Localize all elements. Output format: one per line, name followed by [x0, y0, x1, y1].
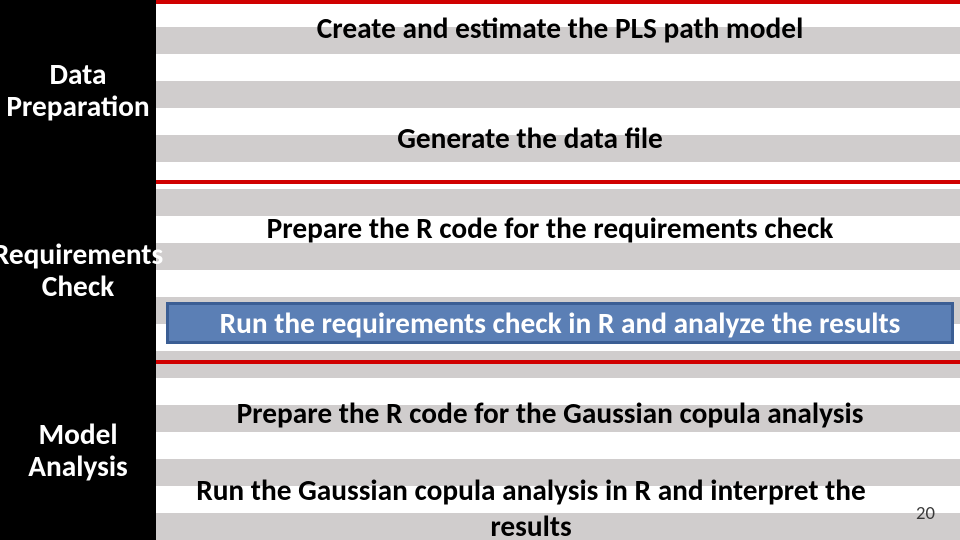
step-run-requirements-check-highlighted: Run the requirements check in R and anal…: [166, 302, 954, 344]
step-prepare-r-code-requirements: Prepare the R code for the requirements …: [250, 210, 850, 246]
step-text: Run the Gaussian copula analysis in R an…: [166, 472, 896, 540]
step-text: Create and estimate the PLS path model: [317, 10, 804, 46]
phase-label-requirements-check: RequirementsCheck: [0, 180, 156, 360]
page-number-value: 20: [916, 502, 935, 525]
step-text: Run the requirements check in R and anal…: [220, 305, 901, 341]
phase-text: ModelAnalysis: [28, 418, 128, 483]
phase-text: DataPreparation: [6, 58, 149, 123]
page-number: 20: [916, 502, 935, 525]
phase-label-model-analysis: ModelAnalysis: [0, 360, 156, 540]
step-generate-data-file: Generate the data file: [370, 120, 690, 156]
slide: DataPreparation RequirementsCheck ModelA…: [0, 0, 960, 540]
step-prepare-r-code-gaussian: Prepare the R code for the Gaussian copu…: [230, 395, 870, 431]
phase-label-data-preparation: DataPreparation: [0, 0, 156, 180]
step-text: Prepare the R code for the requirements …: [267, 210, 834, 246]
step-run-gaussian-analysis: Run the Gaussian copula analysis in R an…: [166, 490, 896, 526]
step-create-estimate-pls: Create and estimate the PLS path model: [295, 10, 825, 46]
step-text: Prepare the R code for the Gaussian copu…: [237, 395, 864, 431]
step-text: Generate the data file: [397, 120, 663, 156]
phase-text: RequirementsCheck: [0, 238, 163, 303]
